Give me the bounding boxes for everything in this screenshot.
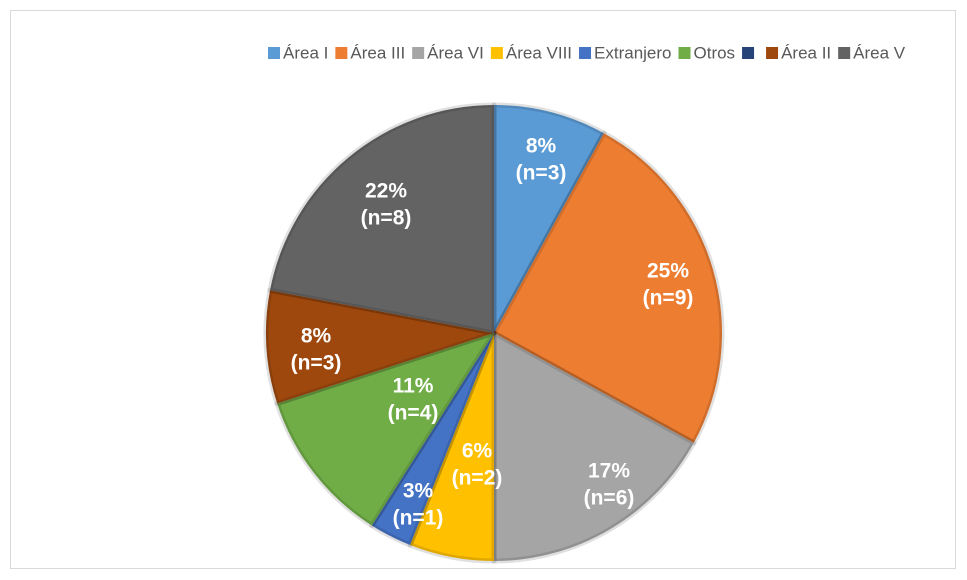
data-label: 8% [526, 135, 557, 158]
pie-slice [491, 330, 697, 564]
data-label: 25% [647, 260, 689, 283]
count-label: (n=2) [452, 467, 503, 490]
legend-swatch [412, 47, 425, 59]
pie-slice [263, 287, 497, 406]
legend-label: Extranjero [594, 43, 671, 62]
pie-slice [267, 102, 497, 336]
count-label: (n=4) [388, 402, 439, 425]
legend: Área I Área III Área VI Área VIII Extranjero… [268, 43, 906, 62]
pie-slice [491, 102, 607, 336]
count-label: (n=8) [361, 207, 412, 230]
legend-label: Área VIII [506, 43, 572, 62]
data-label: 6% [462, 440, 493, 463]
legend-label: Área II [781, 43, 831, 62]
count-label: (n=3) [291, 352, 342, 375]
pie: 8% (n=3) 25% (n=9) 17% (n=6) 6% (n=2) 3% (n=1) 11%… [263, 102, 725, 564]
legend-label: Área I [283, 43, 328, 62]
data-label: 3% [403, 480, 434, 503]
legend-swatch [766, 47, 779, 59]
legend-swatch [742, 47, 755, 59]
pie-slice [369, 330, 497, 548]
data-label: 11% [393, 375, 434, 398]
legend-swatch [838, 47, 851, 59]
count-label: (n=9) [643, 287, 694, 310]
pie-slice [407, 330, 497, 564]
legend-swatch [678, 47, 691, 59]
data-label: 22% [365, 180, 407, 203]
legend-label: Otros [694, 43, 736, 62]
legend-swatch [490, 47, 503, 59]
pie-slice [491, 130, 725, 446]
data-label: 17% [588, 460, 630, 483]
legend-label: Área III [350, 43, 405, 62]
legend-label: Área V [853, 43, 906, 62]
legend-swatch [579, 47, 592, 59]
count-label: (n=6) [584, 487, 635, 510]
data-label: 8% [301, 325, 332, 348]
legend-swatch [268, 47, 280, 59]
count-label: (n=1) [393, 507, 444, 530]
pie-slice [274, 330, 497, 529]
legend-swatch [335, 47, 348, 59]
legend-label: Área VI [427, 43, 484, 62]
count-label: (n=3) [516, 162, 567, 185]
